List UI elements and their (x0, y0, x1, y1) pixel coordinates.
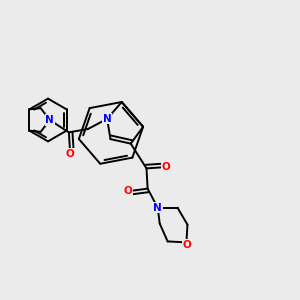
Text: O: O (182, 240, 191, 250)
Text: O: O (162, 162, 171, 172)
Text: O: O (123, 186, 132, 196)
Text: N: N (153, 203, 162, 213)
Text: N: N (103, 114, 112, 124)
Text: N: N (45, 115, 54, 125)
Text: O: O (66, 149, 74, 159)
